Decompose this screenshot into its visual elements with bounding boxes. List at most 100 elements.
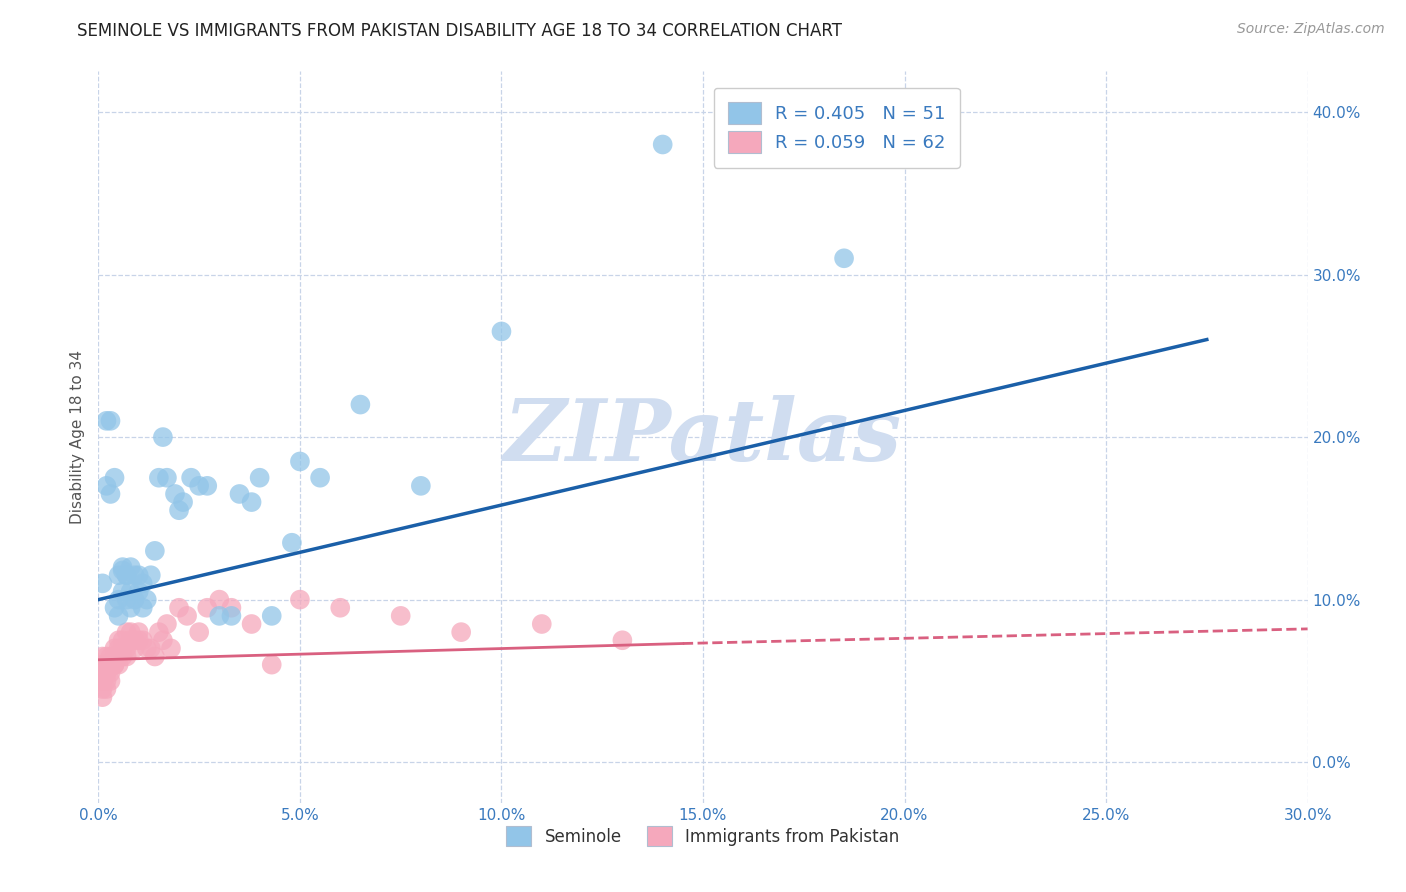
Point (103, 471, 125, 485)
Point (91, 690, 114, 705)
Point (329, 600, 352, 615)
Point (450, 625, 472, 640)
Y-axis label: Disability Age 18 to 34: Disability Age 18 to 34 (70, 350, 86, 524)
Point (100, 657, 122, 672)
Point (195, 479, 218, 493)
Point (107, 592, 129, 607)
Point (100, 665, 122, 680)
Point (103, 657, 125, 672)
Point (128, 633, 150, 648)
Point (111, 560, 134, 574)
Point (128, 625, 150, 640)
Point (91, 673, 114, 688)
Point (188, 625, 211, 640)
Point (132, 633, 155, 648)
Point (176, 608, 198, 623)
Point (143, 649, 166, 664)
Text: ZIPatlas: ZIPatlas (503, 395, 903, 479)
Point (103, 649, 125, 664)
Point (120, 625, 142, 640)
Legend: Seminole, Immigrants from Pakistan: Seminole, Immigrants from Pakistan (499, 820, 907, 853)
Point (91, 665, 114, 680)
Point (115, 649, 138, 664)
Point (111, 563, 134, 577)
Point (228, 487, 250, 501)
Point (107, 657, 129, 672)
Point (156, 617, 179, 632)
Point (409, 479, 432, 493)
Point (128, 584, 150, 599)
Point (188, 479, 211, 493)
Point (91, 649, 114, 664)
Point (91, 665, 114, 680)
Text: SEMINOLE VS IMMIGRANTS FROM PAKISTAN DISABILITY AGE 18 TO 34 CORRELATION CHART: SEMINOLE VS IMMIGRANTS FROM PAKISTAN DIS… (77, 22, 842, 40)
Point (91, 657, 114, 672)
Point (651, 137, 673, 152)
Point (221, 600, 243, 615)
Point (135, 641, 157, 656)
Point (160, 641, 183, 656)
Point (135, 592, 157, 607)
Point (132, 576, 155, 591)
Point (288, 454, 311, 468)
Point (240, 495, 263, 509)
Point (115, 641, 138, 656)
Point (139, 568, 162, 582)
Point (91, 681, 114, 696)
Point (111, 641, 134, 656)
Point (349, 398, 371, 412)
Point (124, 641, 146, 656)
Point (96, 657, 118, 672)
Point (100, 487, 122, 501)
Point (96, 649, 118, 664)
Point (120, 600, 142, 615)
Point (107, 641, 129, 656)
Point (115, 568, 138, 582)
Point (115, 568, 138, 582)
Point (100, 649, 122, 664)
Point (124, 568, 146, 582)
Point (389, 608, 412, 623)
Point (111, 633, 134, 648)
Point (120, 560, 142, 574)
Point (100, 414, 122, 428)
Point (115, 592, 138, 607)
Point (288, 592, 311, 607)
Point (111, 584, 134, 599)
Point (128, 568, 150, 582)
Point (103, 657, 125, 672)
Point (96, 479, 118, 493)
Point (96, 665, 118, 680)
Text: Source: ZipAtlas.com: Source: ZipAtlas.com (1237, 22, 1385, 37)
Point (115, 625, 138, 640)
Point (132, 600, 155, 615)
Point (172, 495, 194, 509)
Point (96, 681, 118, 696)
Point (491, 325, 513, 339)
Point (139, 641, 162, 656)
Point (152, 430, 174, 444)
Point (152, 633, 174, 648)
Point (180, 471, 202, 485)
Point (249, 471, 271, 485)
Point (240, 617, 263, 632)
Point (530, 617, 553, 632)
Point (124, 633, 146, 648)
Point (96, 414, 118, 428)
Point (260, 608, 283, 623)
Point (208, 608, 231, 623)
Point (156, 471, 179, 485)
Point (124, 592, 146, 607)
Point (107, 608, 129, 623)
Point (612, 633, 634, 648)
Point (107, 649, 129, 664)
Point (91, 576, 114, 591)
Point (208, 592, 231, 607)
Point (100, 657, 122, 672)
Point (107, 633, 129, 648)
Point (148, 471, 170, 485)
Point (309, 471, 332, 485)
Point (143, 544, 166, 558)
Point (96, 673, 118, 688)
Point (96, 665, 118, 680)
